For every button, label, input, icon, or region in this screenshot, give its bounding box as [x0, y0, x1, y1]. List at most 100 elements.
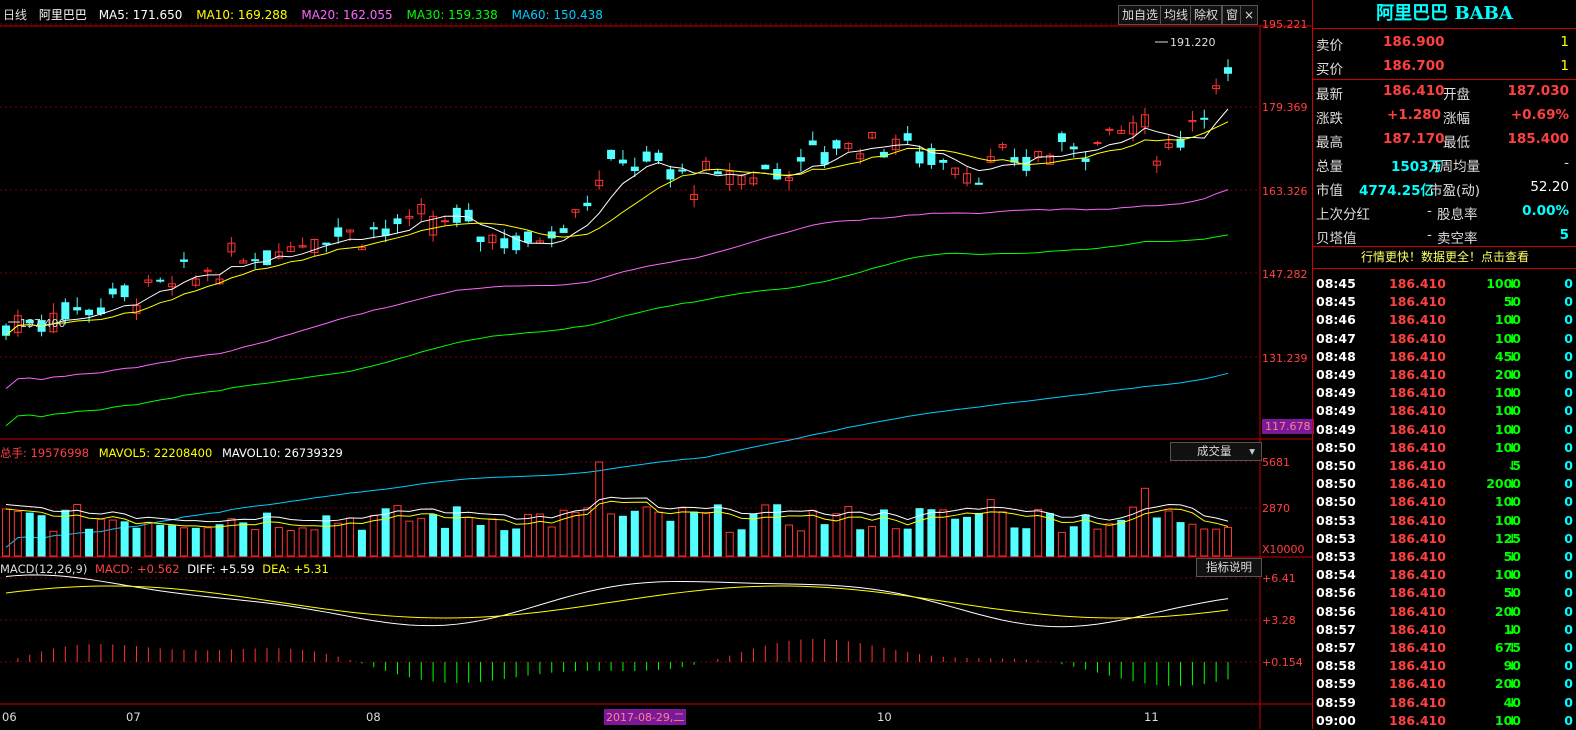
add-watchlist-button[interactable]: 加自选: [1118, 5, 1163, 25]
tick-row: 08:56 186.410 200 ↓ 0: [1313, 603, 1576, 621]
tick-extra: 0: [1564, 621, 1573, 637]
chart-area[interactable]: 日线 阿里巴巴 MA5: 171.650 MA10: 169.288 MA20:…: [0, 0, 1314, 729]
highlow-row: 最高 187.170 最低 185.400: [1313, 128, 1576, 152]
tick-time: 08:59: [1316, 676, 1356, 692]
tick-volume: 200: [1494, 367, 1521, 382]
macd-tick: +0.154: [1262, 656, 1303, 669]
dividend-row: 上次分红 - 股息率 0.00%: [1313, 200, 1576, 224]
tick-row: 08:53 186.410 125 ↓ 0: [1313, 530, 1576, 548]
promo-link[interactable]: 行情更快！数据更全！点击查看: [1360, 250, 1529, 264]
tick-price: 186.410: [1389, 330, 1446, 346]
volume-row: 总量 1503万 4周均量 -: [1313, 152, 1576, 176]
arrow-down-icon: ↓: [1507, 330, 1518, 346]
tick-extra: 0: [1564, 439, 1573, 455]
tick-row: 08:59 186.410 40 ↓ 0: [1313, 694, 1576, 712]
tick-time: 08:49: [1316, 421, 1356, 437]
tick-row: 08:46 186.410 100 ↓ 0: [1313, 311, 1576, 329]
ask-price: 186.900: [1383, 34, 1445, 50]
tick-price: 186.410: [1389, 694, 1446, 710]
indicator-help-button[interactable]: 指标说明: [1196, 558, 1262, 577]
tick-extra: 0: [1564, 330, 1573, 346]
arrow-down-icon: ↓: [1507, 458, 1518, 473]
tick-extra: 0: [1564, 694, 1573, 710]
avg-volume-label: 4周均量: [1431, 159, 1481, 175]
stock-title: 阿里巴巴 BABA: [1313, 0, 1576, 29]
tick-extra: 0: [1564, 348, 1573, 364]
tick-price: 186.410: [1389, 476, 1446, 492]
stock-name: 阿里巴巴: [38, 8, 87, 22]
arrow-down-icon: ↓: [1507, 712, 1518, 728]
tick-volume: 5: [1512, 458, 1521, 473]
kline-chart[interactable]: [0, 0, 1312, 729]
tick-volume: 100: [1494, 712, 1521, 728]
tick-row: 08:49 186.410 100 ↓ 0: [1313, 384, 1576, 402]
indicator-dropdown[interactable]: 成交量 ▾: [1170, 442, 1262, 461]
volume-tick: 2870: [1262, 502, 1290, 515]
mavol5-label: MAVOL5: 22208400: [98, 446, 213, 460]
macd-header: MACD(12,26,9) MACD: +0.562 DIFF: +5.59 D…: [0, 562, 329, 576]
tick-extra: 0: [1564, 403, 1573, 419]
beta-label: 贝塔值: [1316, 231, 1357, 247]
ex-rights-button[interactable]: 除权: [1190, 5, 1223, 25]
price-tick: 131.239: [1262, 352, 1308, 365]
ma-header: 日线 阿里巴巴 MA5: 171.650 MA10: 169.288 MA20:…: [3, 6, 613, 23]
dividend-value: -: [1427, 203, 1432, 219]
open-price: 187.030: [1507, 83, 1570, 99]
tick-row: 08:49 186.410 100 ↓ 0: [1313, 402, 1576, 420]
ma10-label: MA10: 169.288: [196, 8, 288, 22]
short-value: 5: [1559, 227, 1569, 243]
tick-extra: 0: [1564, 276, 1573, 291]
tick-time: 08:50: [1316, 439, 1356, 455]
tick-row: 08:50 186.410 100 ↓ 0: [1313, 493, 1576, 511]
ma60-label: MA60: 150.438: [511, 8, 603, 22]
tick-time: 08:56: [1316, 603, 1356, 619]
arrow-down-icon: ↓: [1507, 439, 1518, 455]
mcap-row: 市值 4774.25亿 市盈(动) 52.20: [1313, 176, 1576, 200]
time-tick: 08: [366, 710, 381, 724]
tick-extra: 0: [1564, 676, 1573, 692]
mcap-label: 市值: [1316, 183, 1343, 199]
close-icon[interactable]: ×: [1240, 5, 1258, 25]
macd-value: MACD: +0.562: [95, 562, 180, 576]
tick-price: 186.410: [1389, 385, 1446, 401]
tick-row: 08:50 186.410 5 ↓ 0: [1313, 457, 1576, 475]
tick-price: 186.410: [1389, 312, 1446, 328]
macd-tick: +6.41: [1262, 572, 1296, 585]
tick-time: 08:49: [1316, 367, 1356, 382]
beta-row: 贝塔值 - 卖空率 5: [1313, 224, 1576, 248]
tick-row: 08:53 186.410 50 ↓ 0: [1313, 548, 1576, 566]
bid-price: 186.700: [1383, 58, 1445, 74]
low-annotation: 137.400: [20, 317, 66, 330]
tick-row: 08:45 186.410 1000 ↓ 0: [1313, 275, 1576, 293]
tick-price: 186.410: [1389, 512, 1446, 528]
moving-average-button[interactable]: 均线: [1160, 5, 1193, 25]
tick-volume: 50: [1503, 549, 1521, 564]
volume-value: 1503万: [1391, 159, 1443, 175]
arrow-down-icon: ↓: [1507, 621, 1518, 637]
price-tick: 147.282: [1262, 268, 1308, 281]
tick-price: 186.410: [1389, 640, 1446, 655]
ask-label: 卖价: [1316, 38, 1343, 54]
tick-volume: 90: [1503, 658, 1521, 674]
ma5-label: MA5: 171.650: [98, 8, 183, 22]
time-tick: 07: [126, 710, 141, 724]
tick-price: 186.410: [1389, 567, 1446, 583]
tick-extra: 0: [1564, 476, 1573, 492]
tick-row: 08:49 186.410 200 ↓ 0: [1313, 366, 1576, 384]
bid-row: 买价 186.700 1: [1313, 55, 1576, 79]
tick-price: 186.410: [1389, 403, 1446, 419]
arrow-down-icon: ↓: [1507, 585, 1518, 601]
tick-volume: 10: [1503, 621, 1521, 637]
tick-time: 08:53: [1316, 530, 1356, 546]
tick-volume: 100: [1494, 494, 1521, 510]
price-tick: 163.326: [1262, 185, 1308, 198]
window-button[interactable]: 窗: [1222, 5, 1243, 25]
arrow-down-icon: ↓: [1507, 567, 1518, 583]
tick-time: 08:54: [1316, 567, 1356, 583]
tick-volume: 100: [1494, 403, 1521, 419]
tick-time: 08:57: [1316, 640, 1356, 655]
ma20-label: MA20: 162.055: [301, 8, 393, 22]
arrow-down-icon: ↓: [1507, 694, 1518, 710]
tick-extra: 0: [1564, 494, 1573, 510]
high-annotation: 191.220: [1170, 36, 1216, 49]
